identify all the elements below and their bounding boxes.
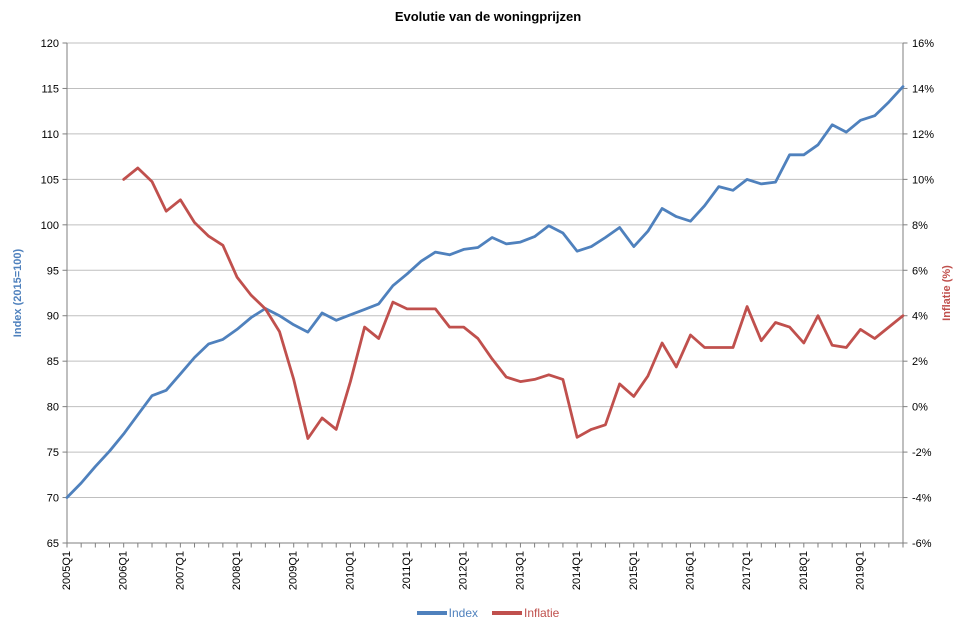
- axis-lines: [66, 43, 904, 544]
- svg-text:2009Q1: 2009Q1: [288, 551, 300, 590]
- svg-text:100: 100: [41, 220, 59, 232]
- series-line-inflatie: [122, 166, 905, 440]
- svg-text:70: 70: [47, 493, 59, 505]
- svg-text:2019Q1: 2019Q1: [854, 551, 866, 590]
- legend-entry-index: Index: [416, 606, 478, 620]
- svg-text:80: 80: [47, 402, 59, 414]
- svg-text:10%: 10%: [912, 174, 934, 186]
- x-axis-tick-labels: 2005Q1 2006Q1 2007Q1 2008Q1 2009Q1 2010Q1 2011…: [61, 551, 866, 590]
- inflatie-line-swatch: [492, 611, 522, 615]
- svg-text:2008Q1: 2008Q1: [231, 551, 243, 590]
- svg-text:2006Q1: 2006Q1: [118, 551, 130, 590]
- svg-text:4%: 4%: [912, 311, 928, 323]
- chart-title: Evolutie van de woningprijzen: [394, 9, 582, 24]
- right-axis-tick-labels: -6% -4% -2% 0% 2% 4% 6% 8% 10% 12% 14% 16%: [912, 38, 934, 550]
- svg-text:0%: 0%: [912, 402, 928, 414]
- svg-text:2012Q1: 2012Q1: [458, 551, 470, 590]
- svg-text:2018Q1: 2018Q1: [798, 551, 810, 590]
- y-gridlines: [67, 42, 903, 499]
- svg-text:-6%: -6%: [912, 538, 932, 550]
- right-axis-title: Inflatie (%): [941, 265, 953, 321]
- svg-text:2013Q1: 2013Q1: [514, 551, 526, 590]
- svg-text:85: 85: [47, 356, 59, 368]
- svg-text:2014Q1: 2014Q1: [571, 551, 583, 590]
- svg-text:2005Q1: 2005Q1: [61, 551, 73, 590]
- axis-ticks: [62, 42, 908, 548]
- axis-titles: Index (2015=100) Inflatie (%): [12, 248, 953, 337]
- svg-text:110: 110: [41, 129, 59, 141]
- svg-text:2011Q1: 2011Q1: [401, 551, 413, 589]
- svg-text:95: 95: [47, 265, 59, 277]
- svg-text:75: 75: [47, 447, 59, 459]
- svg-text:-2%: -2%: [912, 447, 932, 459]
- svg-text:2010Q1: 2010Q1: [344, 551, 356, 590]
- svg-text:2015Q1: 2015Q1: [628, 551, 640, 590]
- left-axis-tick-labels: 65 70 75 80 85 90 95 100 105 110 115 120: [41, 38, 59, 550]
- svg-text:2007Q1: 2007Q1: [174, 551, 186, 590]
- index-line-swatch: [416, 611, 447, 615]
- svg-text:105: 105: [41, 174, 59, 186]
- svg-text:2%: 2%: [912, 356, 928, 368]
- legend-label-inflatie: Inflatie: [524, 606, 560, 620]
- series-line-index: [65, 85, 905, 499]
- chart-legend: Index Inflatie: [0, 606, 976, 620]
- left-axis-title: Index (2015=100): [12, 248, 24, 337]
- svg-text:90: 90: [47, 311, 59, 323]
- svg-text:2016Q1: 2016Q1: [684, 551, 696, 590]
- legend-entry-inflatie: Inflatie: [492, 606, 559, 620]
- svg-text:65: 65: [47, 538, 59, 550]
- svg-text:6%: 6%: [912, 265, 928, 277]
- svg-text:12%: 12%: [912, 129, 934, 141]
- svg-text:115: 115: [41, 83, 59, 95]
- svg-text:14%: 14%: [912, 83, 934, 95]
- svg-text:16%: 16%: [912, 38, 934, 50]
- svg-text:2017Q1: 2017Q1: [741, 551, 753, 590]
- svg-text:120: 120: [41, 38, 59, 50]
- legend-label-index: Index: [448, 606, 478, 620]
- svg-text:-4%: -4%: [912, 493, 932, 505]
- svg-text:8%: 8%: [912, 220, 928, 232]
